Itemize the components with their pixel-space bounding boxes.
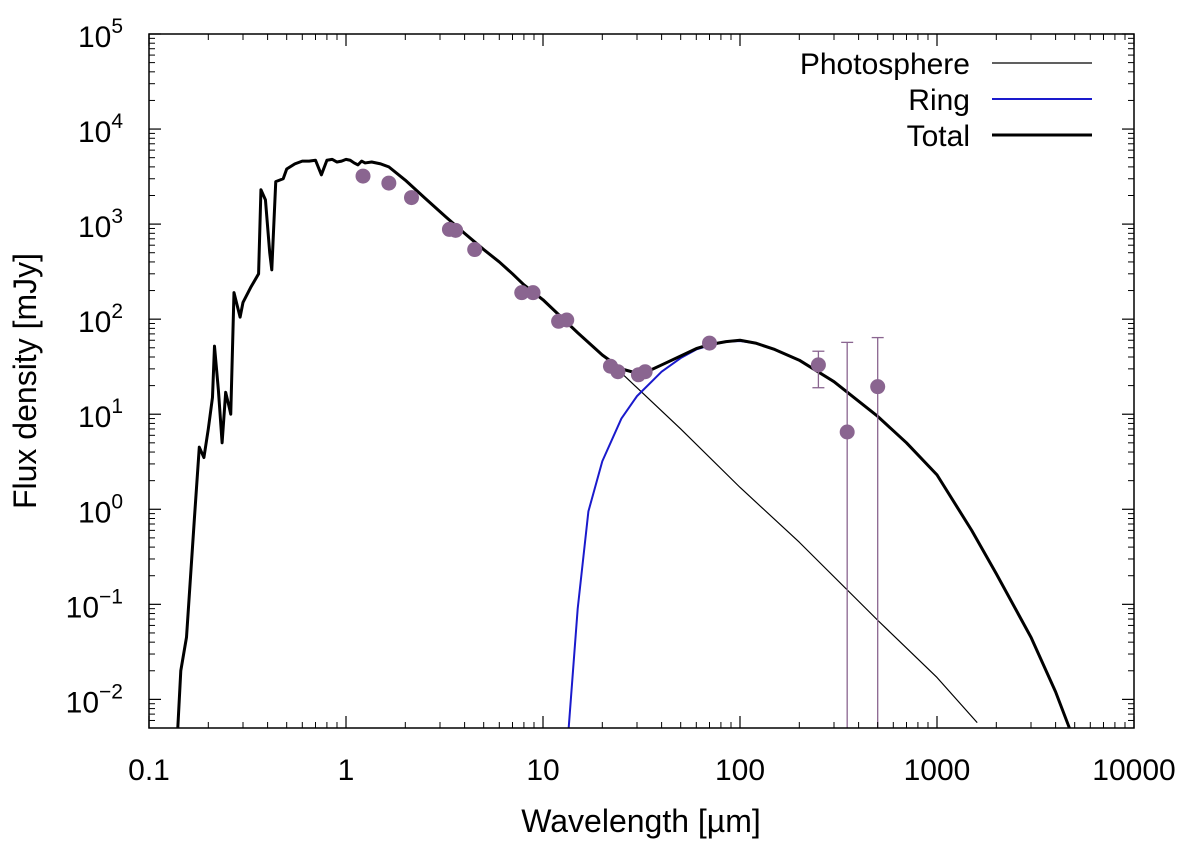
y-tick-label: 103	[78, 205, 123, 244]
legend-label-ring: Ring	[908, 84, 970, 117]
data-point	[610, 364, 626, 380]
data-point	[559, 312, 575, 328]
y-tick-label: 101	[78, 395, 123, 434]
x-axis-title: Wavelength [µm]	[521, 803, 761, 839]
x-tick-label: 1	[338, 754, 355, 787]
data-point	[701, 335, 717, 351]
observations-layer	[355, 168, 886, 728]
legend-label-photosphere: Photosphere	[800, 48, 970, 81]
data-point	[839, 424, 855, 440]
x-tick-label: 10000	[1092, 754, 1175, 787]
x-tick-label: 0.1	[128, 754, 170, 787]
y-axis-title: Flux density [mJy]	[7, 253, 43, 509]
data-point	[514, 285, 530, 301]
legend-label-total: Total	[907, 120, 970, 153]
y-tick-label: 10−1	[66, 585, 123, 624]
y-tick-label: 10−2	[66, 680, 123, 719]
data-point	[355, 168, 371, 184]
data-point	[403, 190, 419, 206]
data-point	[637, 364, 653, 380]
data-point	[870, 379, 886, 395]
series-line-total	[176, 157, 1071, 729]
data-point	[467, 242, 483, 258]
series-layer	[176, 157, 1071, 729]
y-tick-label: 100	[78, 490, 123, 529]
y-tick-label: 104	[78, 110, 123, 149]
x-tick-label: 10	[526, 754, 559, 787]
y-tick-label: 105	[78, 15, 123, 54]
data-point	[525, 285, 541, 301]
plot-frame	[148, 33, 1135, 729]
x-tick-label: 100	[715, 754, 765, 787]
data-point	[381, 175, 397, 191]
x-tick-label: 1000	[904, 754, 971, 787]
data-point	[810, 357, 826, 373]
legend: Photosphere Ring Total	[800, 48, 1092, 153]
y-tick-label: 102	[78, 300, 123, 339]
data-point	[448, 222, 464, 238]
ticks-layer: 0.1 1 10 100 1000 10000 10−2 10−1 100 101 102 103 10…	[66, 15, 1176, 787]
